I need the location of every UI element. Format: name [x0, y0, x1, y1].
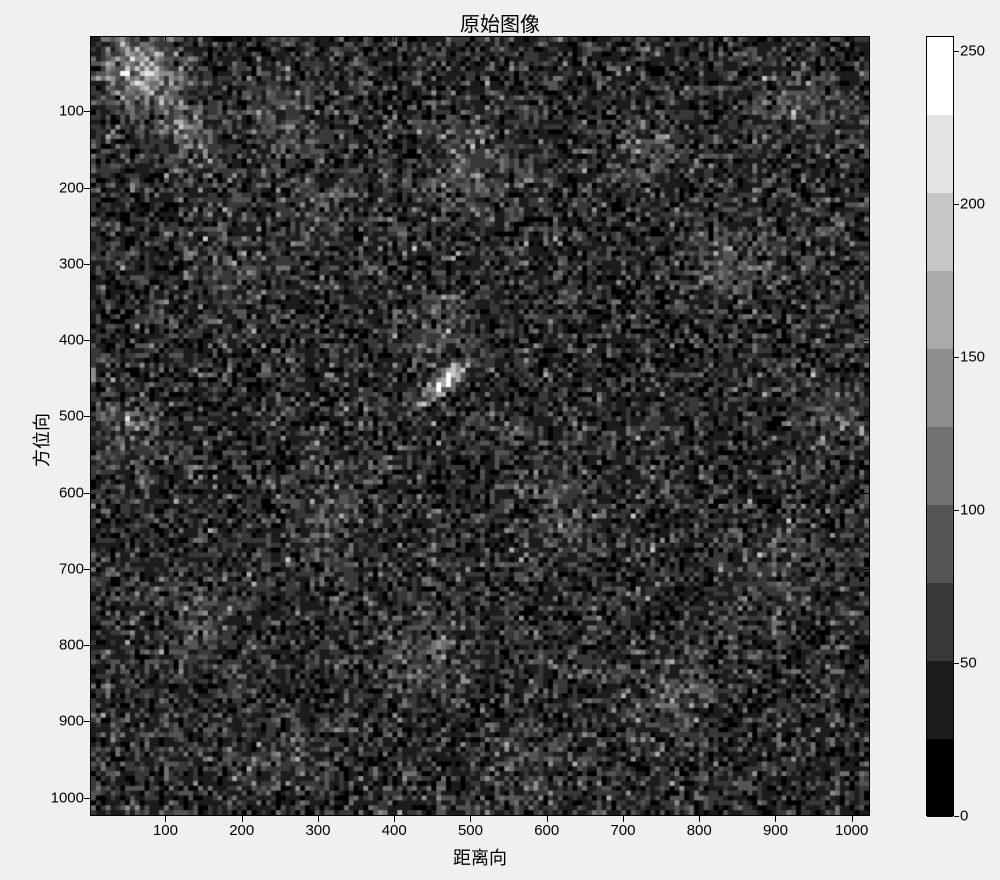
y-tick-mark [84, 340, 90, 341]
colorbar-level [927, 427, 953, 505]
y-tick-mark [864, 645, 870, 646]
x-tick-label: 600 [534, 822, 559, 839]
colorbar-tick-mark [954, 510, 959, 511]
x-tick-mark [165, 36, 166, 42]
y-tick-mark [864, 340, 870, 341]
x-tick-mark [470, 36, 471, 42]
y-tick-label: 200 [24, 179, 84, 196]
y-tick-label: 100 [24, 103, 84, 120]
y-tick-mark [84, 111, 90, 112]
y-tick-label: 1000 [24, 789, 84, 806]
x-tick-mark [775, 36, 776, 42]
figure: 原始图像 方位向 距离向 100200300400500600700800900… [0, 0, 1000, 880]
y-tick-mark [864, 188, 870, 189]
colorbar-level [927, 505, 953, 583]
x-tick-mark [470, 816, 471, 822]
x-tick-mark [852, 816, 853, 822]
y-tick-mark [84, 493, 90, 494]
x-tick-mark [852, 36, 853, 42]
colorbar-tick-label: 250 [960, 43, 985, 60]
x-tick-mark [699, 816, 700, 822]
x-tick-mark [699, 36, 700, 42]
x-tick-label: 300 [305, 822, 330, 839]
colorbar-tick-mark [954, 816, 959, 817]
x-tick-label: 800 [687, 822, 712, 839]
colorbar-tick-mark [954, 204, 959, 205]
x-tick-mark [623, 36, 624, 42]
heatmap-image [90, 36, 870, 816]
colorbar-level [927, 661, 953, 739]
y-tick-label: 800 [24, 637, 84, 654]
x-tick-mark [318, 816, 319, 822]
x-tick-mark [165, 816, 166, 822]
y-tick-mark [84, 721, 90, 722]
x-tick-mark [394, 36, 395, 42]
plot-title: 原始图像 [0, 8, 1000, 37]
y-tick-mark [864, 264, 870, 265]
y-tick-mark [84, 264, 90, 265]
colorbar-level [927, 115, 953, 193]
colorbar-level [927, 193, 953, 271]
x-tick-mark [242, 816, 243, 822]
colorbar-tick-label: 200 [960, 196, 985, 213]
x-tick-label: 1000 [835, 822, 868, 839]
colorbar-tick-mark [954, 663, 959, 664]
y-tick-mark [84, 569, 90, 570]
colorbar-tick-label: 0 [960, 808, 968, 825]
x-tick-label: 700 [610, 822, 635, 839]
y-tick-mark [84, 798, 90, 799]
y-tick-mark [864, 493, 870, 494]
x-tick-label: 100 [153, 822, 178, 839]
x-tick-label: 500 [458, 822, 483, 839]
y-tick-label: 600 [24, 484, 84, 501]
x-tick-mark [318, 36, 319, 42]
colorbar-level [927, 739, 953, 817]
colorbar-level [927, 349, 953, 427]
x-tick-label: 400 [382, 822, 407, 839]
x-axis-label: 距离向 [90, 844, 870, 870]
heatmap-canvas [91, 37, 869, 815]
x-tick-label: 200 [229, 822, 254, 839]
y-tick-mark [864, 798, 870, 799]
colorbar [926, 36, 954, 816]
x-tick-mark [547, 36, 548, 42]
y-tick-mark [864, 721, 870, 722]
y-tick-mark [864, 416, 870, 417]
y-tick-mark [84, 188, 90, 189]
y-tick-label: 400 [24, 332, 84, 349]
colorbar-level [927, 271, 953, 349]
colorbar-tick-label: 100 [960, 502, 985, 519]
y-tick-mark [84, 416, 90, 417]
x-tick-mark [547, 816, 548, 822]
y-tick-label: 900 [24, 713, 84, 730]
y-tick-label: 700 [24, 560, 84, 577]
x-tick-mark [394, 816, 395, 822]
colorbar-tick-label: 50 [960, 655, 977, 672]
y-tick-mark [864, 111, 870, 112]
x-tick-mark [242, 36, 243, 42]
x-tick-label: 900 [763, 822, 788, 839]
colorbar-tick-mark [954, 357, 959, 358]
colorbar-tick-mark [954, 51, 959, 52]
y-tick-mark [84, 645, 90, 646]
y-tick-label: 300 [24, 255, 84, 272]
colorbar-tick-label: 150 [960, 349, 985, 366]
colorbar-level [927, 37, 953, 115]
colorbar-level [927, 583, 953, 661]
y-tick-mark [864, 569, 870, 570]
x-tick-mark [775, 816, 776, 822]
x-tick-mark [623, 816, 624, 822]
y-tick-label: 500 [24, 408, 84, 425]
